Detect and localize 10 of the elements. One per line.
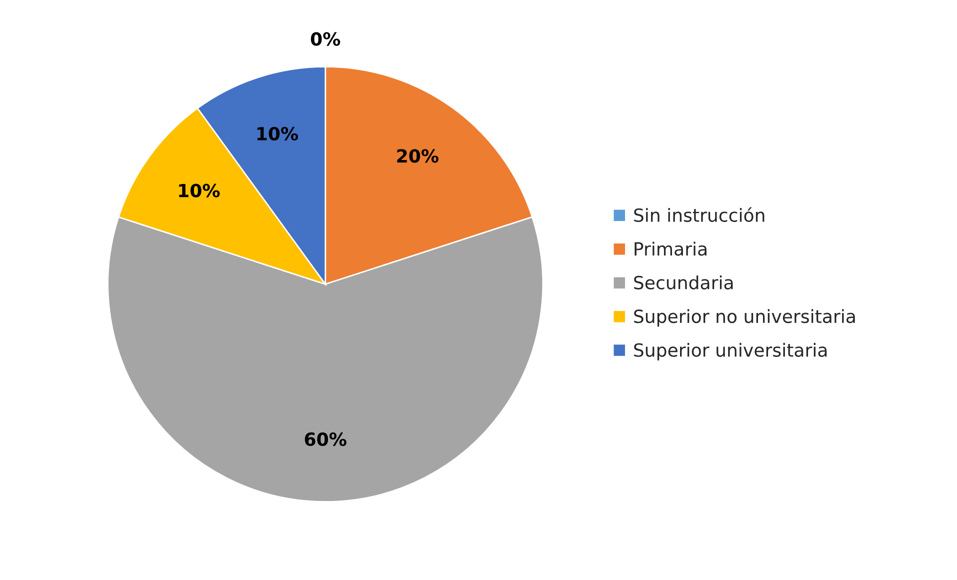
legend-label: Superior universitaria <box>634 342 827 360</box>
legend-label: Secundaria <box>634 275 733 290</box>
text: 0% <box>310 32 340 46</box>
data-label: 10% <box>257 126 298 141</box>
data-label: 20% <box>397 149 438 163</box>
data-label: 10% <box>179 184 220 198</box>
legend-label: Sin instrucción <box>634 207 764 222</box>
data-label: 60% <box>304 432 346 446</box>
legend-label: Superior no universitaria <box>634 309 855 327</box>
legend-label: Primaria <box>634 242 706 256</box>
